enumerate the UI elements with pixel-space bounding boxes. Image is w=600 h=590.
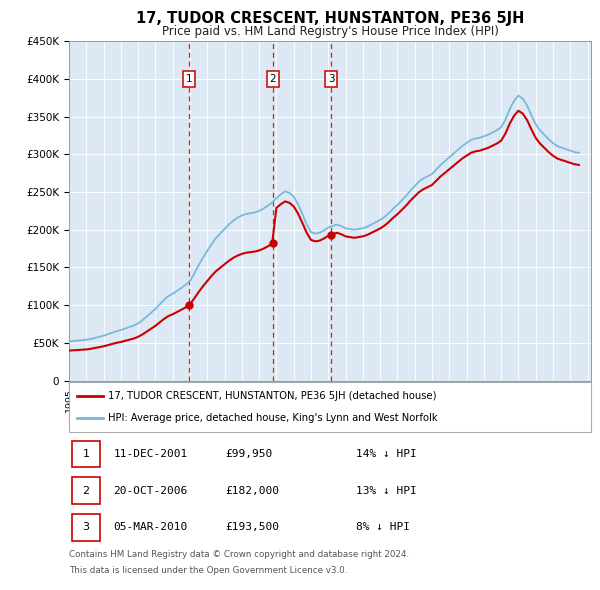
Text: This data is licensed under the Open Government Licence v3.0.: This data is licensed under the Open Gov… xyxy=(69,566,347,575)
Text: 20-OCT-2006: 20-OCT-2006 xyxy=(113,486,188,496)
Text: £99,950: £99,950 xyxy=(226,449,273,459)
Text: 3: 3 xyxy=(82,522,89,532)
FancyBboxPatch shape xyxy=(71,477,100,504)
Text: 1: 1 xyxy=(185,74,192,84)
Text: Contains HM Land Registry data © Crown copyright and database right 2024.: Contains HM Land Registry data © Crown c… xyxy=(69,550,409,559)
Text: £182,000: £182,000 xyxy=(226,486,280,496)
Text: 2: 2 xyxy=(269,74,276,84)
Text: 17, TUDOR CRESCENT, HUNSTANTON, PE36 5JH (detached house): 17, TUDOR CRESCENT, HUNSTANTON, PE36 5JH… xyxy=(108,391,437,401)
Text: 11-DEC-2001: 11-DEC-2001 xyxy=(113,449,188,459)
Text: 13% ↓ HPI: 13% ↓ HPI xyxy=(356,486,417,496)
Text: 05-MAR-2010: 05-MAR-2010 xyxy=(113,522,188,532)
Text: 1: 1 xyxy=(82,449,89,459)
Text: 8% ↓ HPI: 8% ↓ HPI xyxy=(356,522,410,532)
Text: Price paid vs. HM Land Registry's House Price Index (HPI): Price paid vs. HM Land Registry's House … xyxy=(161,25,499,38)
FancyBboxPatch shape xyxy=(71,514,100,540)
Text: 14% ↓ HPI: 14% ↓ HPI xyxy=(356,449,417,459)
Text: 3: 3 xyxy=(328,74,335,84)
Text: HPI: Average price, detached house, King's Lynn and West Norfolk: HPI: Average price, detached house, King… xyxy=(108,414,438,424)
Text: 17, TUDOR CRESCENT, HUNSTANTON, PE36 5JH: 17, TUDOR CRESCENT, HUNSTANTON, PE36 5JH xyxy=(136,11,524,25)
FancyBboxPatch shape xyxy=(69,382,591,432)
Text: 2: 2 xyxy=(82,486,89,496)
Text: £193,500: £193,500 xyxy=(226,522,280,532)
FancyBboxPatch shape xyxy=(71,441,100,467)
